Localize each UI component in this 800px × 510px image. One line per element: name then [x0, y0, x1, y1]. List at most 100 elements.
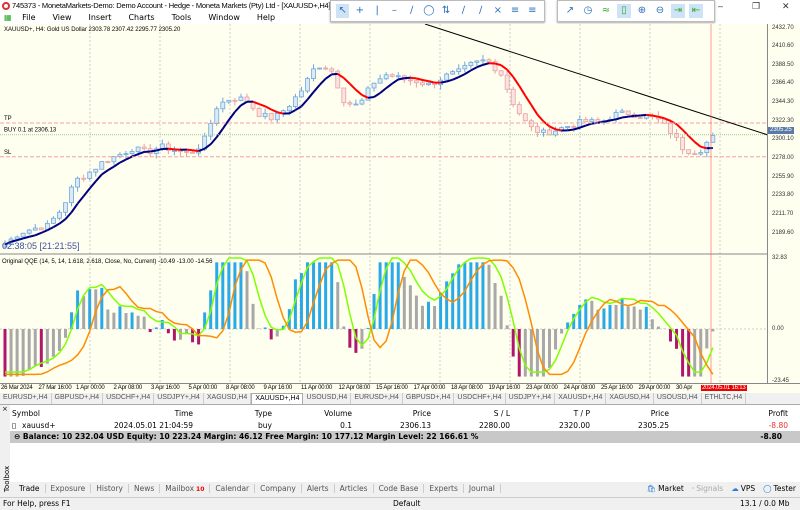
toolbox-tab[interactable]: Alerts	[302, 484, 335, 493]
menu-file[interactable]: File	[22, 13, 36, 22]
vertical-line-icon[interactable]: |	[375, 5, 379, 16]
menu-help[interactable]: Help	[256, 13, 276, 22]
symbol-tab[interactable]: USDCHF+,H4	[454, 393, 506, 404]
symbol-tab[interactable]: USDJPY+,H4	[506, 393, 556, 404]
price-tick: 2255.90	[772, 173, 794, 180]
cursor-icon[interactable]: ↖	[336, 4, 350, 18]
maximize-button[interactable]: ❐	[752, 1, 760, 11]
toolbox-tab[interactable]: Experts	[424, 484, 464, 493]
timeframe-clock-icon[interactable]: ◷	[583, 5, 593, 16]
qqe-bar	[596, 309, 600, 329]
menu-view[interactable]: View	[52, 13, 72, 22]
fibonacci-icon[interactable]: ⇅	[441, 5, 451, 16]
toolbox-tab[interactable]: Journal	[464, 484, 501, 493]
toolbox-tab[interactable]: Articles	[335, 484, 374, 493]
toolbox-tab[interactable]: Trade	[14, 484, 46, 493]
date-tick: 1 Apr 00:00	[76, 385, 105, 391]
date-tick: 25 Apr 16:00	[601, 385, 633, 391]
price-tick: 2366.40	[772, 80, 794, 87]
ma-segment	[10, 239, 18, 243]
fullscreen-icon[interactable]: ↗	[565, 5, 575, 16]
link-vps[interactable]: ☁ VPS	[731, 484, 755, 493]
symbol-tab[interactable]: GBPUSD+,H4	[403, 393, 455, 404]
symbol-tab[interactable]: XAUUSD+,H4	[555, 393, 607, 404]
toolbox-tab[interactable]: News	[129, 484, 161, 493]
link-market[interactable]: 🛍 Market	[647, 484, 684, 493]
indicators-icon[interactable]: ≈	[601, 5, 611, 16]
ma-segment	[58, 218, 67, 225]
ma-segment	[385, 82, 393, 89]
symbol-tab[interactable]: GBPUSD+,H4	[52, 393, 104, 404]
trendline[interactable]	[424, 24, 768, 136]
qqe-bar	[614, 304, 618, 329]
qqe-bar	[414, 295, 418, 329]
symbol-tab[interactable]: XAUUSD+,H4	[251, 393, 304, 404]
ma-segment	[64, 211, 73, 220]
toolbox-tab[interactable]: Exposure	[46, 484, 92, 493]
ma-segment	[500, 64, 508, 71]
ma-segment	[398, 77, 405, 81]
toolbox-close-icon[interactable]: ×	[2, 405, 8, 413]
menu-charts[interactable]: Charts	[128, 13, 155, 22]
toolbox-links: 🛍 Market · Signals ☁ VPS ◯ Tester	[639, 484, 796, 493]
symbol-tab[interactable]: ETHLTC,H4	[702, 393, 747, 404]
symbol-tab[interactable]: USDCHF+,H4	[103, 393, 155, 404]
menu-insert[interactable]: Insert	[88, 13, 112, 22]
link-tester[interactable]: ◯ Tester	[763, 484, 796, 493]
candle	[99, 161, 105, 170]
symbol-tab[interactable]: EURUSD+,H4	[351, 393, 403, 404]
horizontal-line-icon[interactable]: –	[391, 5, 397, 16]
symbol-tab[interactable]: USOUSD,H4	[303, 393, 352, 404]
trade-cell: xauusd+	[22, 421, 56, 430]
qqe-bar	[9, 329, 13, 377]
candle	[117, 153, 123, 157]
candle	[208, 123, 214, 137]
ma-segment	[28, 234, 36, 238]
menu-window[interactable]: Window	[208, 13, 240, 22]
zoom-in-icon[interactable]: ⊕	[637, 5, 647, 16]
ma-segment	[34, 231, 42, 237]
qqe-tick: -23.45	[772, 377, 790, 384]
chart-shift-icon[interactable]: ⇤	[689, 4, 703, 18]
column-header: Price	[650, 409, 669, 418]
channel-icon[interactable]: ∕	[461, 5, 466, 16]
ma-segment	[95, 173, 103, 182]
price-axis[interactable]: 2432.70 2410.60 2388.50 2366.40 2344.30 2322.…	[768, 24, 800, 384]
crosshair-icon[interactable]: +	[355, 5, 365, 16]
toolbox-tab[interactable]: Code Base	[374, 484, 425, 493]
symbol-tab[interactable]: XAGUSD,H4	[606, 393, 654, 404]
minimize-button[interactable]: –	[718, 1, 723, 11]
symbol-tab[interactable]: USOUSD,H4	[654, 393, 702, 404]
price-chart[interactable]: TP BUY 0.1 at 2306.13 SL XAUUSD+, H4: Gold …	[0, 24, 768, 384]
symbol-tab[interactable]: USDJPY+,H4	[154, 393, 204, 404]
time-axis[interactable]: 26 Mar 2024 27 Mar 16:00 1 Apr 00:00 2 Apr …	[0, 383, 800, 393]
ma-segment	[391, 78, 399, 85]
pitchfork-icon[interactable]: ×	[493, 5, 503, 16]
link-signals[interactable]: · Signals	[692, 484, 723, 493]
ma-segment	[542, 120, 551, 128]
menu-tools[interactable]: Tools	[171, 13, 192, 22]
toolbox-tab[interactable]: Calendar	[210, 484, 256, 493]
ma-segment	[573, 126, 581, 131]
candles-icon[interactable]: ▯	[617, 4, 631, 18]
toolbox-tab[interactable]: Mailbox 10	[160, 484, 211, 493]
symbol-tab[interactable]: EURUSD+,H4	[0, 393, 52, 404]
chart-menu-icon[interactable]: ▦	[4, 13, 12, 22]
fibo-fan-icon[interactable]: ≡	[528, 5, 537, 16]
qqe-bar	[711, 329, 715, 332]
autoscroll-icon[interactable]: ⇥	[671, 4, 685, 18]
equidistant-channel-icon[interactable]: ∕	[478, 5, 483, 16]
trade-cell: 2280.00	[478, 421, 510, 430]
close-button[interactable]: ✕	[782, 1, 790, 11]
symbol-tab[interactable]: XAGUSD,H4	[204, 393, 252, 404]
trendline-icon[interactable]: ∕	[409, 5, 414, 16]
toolbox-tab[interactable]: Company	[255, 484, 302, 493]
ma-segment	[221, 119, 230, 130]
zoom-out-icon[interactable]: ⊖	[655, 5, 665, 16]
collapse-icon[interactable]: ⊖	[14, 432, 21, 441]
fibo-levels-icon[interactable]: ≡	[510, 5, 520, 16]
date-tick: 8 Apr 08:00	[226, 385, 255, 391]
toolbox-tab[interactable]: History	[91, 484, 129, 493]
date-tick: 15 Apr 16:00	[376, 385, 408, 391]
ellipse-icon[interactable]: ◯	[423, 5, 435, 16]
